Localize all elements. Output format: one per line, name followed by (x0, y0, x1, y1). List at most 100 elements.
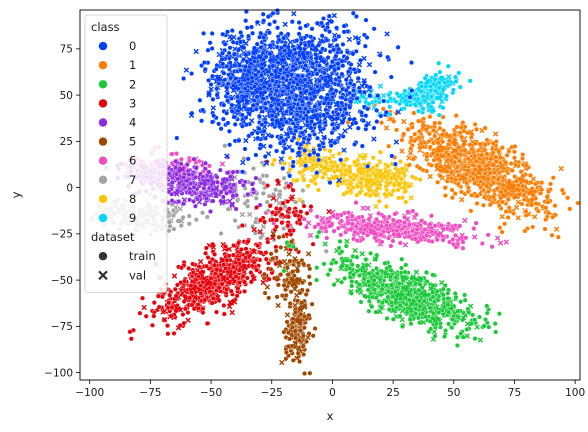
data-point-class-1 (523, 162, 529, 168)
data-point-class-6 (473, 220, 479, 226)
data-point-class-6 (352, 229, 358, 235)
data-point-val-class-7 (232, 174, 238, 180)
data-point-class-7 (171, 226, 177, 232)
data-point-class-6 (460, 239, 466, 245)
data-point-class-6 (405, 209, 411, 215)
data-point-class-7 (271, 191, 277, 197)
data-point-class-3 (224, 257, 230, 263)
data-point-class-9 (436, 60, 442, 66)
data-point-class-3 (127, 329, 133, 335)
data-point-class-2 (434, 288, 440, 294)
data-point-class-2 (350, 272, 356, 278)
data-point-class-3 (182, 278, 188, 284)
data-point-class-1 (408, 146, 414, 152)
data-point-class-8 (341, 179, 347, 185)
data-point-class-2 (363, 257, 369, 263)
data-point-class-2 (355, 263, 361, 269)
data-point-class-8 (363, 191, 369, 197)
data-point-class-7 (281, 175, 287, 181)
data-point-class-3 (301, 203, 307, 209)
data-point-class-1 (459, 134, 465, 140)
data-point-class-2 (417, 281, 423, 287)
data-point-class-1 (515, 182, 521, 188)
data-point-class-1 (446, 138, 452, 144)
data-point-class-4 (174, 171, 180, 177)
data-point-val-class-5 (264, 284, 270, 290)
data-point-class-8 (417, 177, 423, 183)
data-point-class-1 (555, 234, 561, 240)
data-point-class-5 (288, 289, 294, 295)
data-point-class-1 (438, 164, 444, 170)
data-point-class-1 (453, 113, 459, 119)
data-point-class-9 (420, 106, 426, 112)
data-point-class-6 (331, 228, 337, 234)
data-point-class-8 (353, 173, 359, 179)
data-point-val-class-5 (286, 251, 292, 257)
data-point-class-1 (508, 160, 514, 166)
data-point-class-6 (379, 223, 385, 229)
data-point-class-4 (230, 193, 236, 199)
data-point-val-class-2 (352, 247, 358, 254)
data-point-class-1 (468, 208, 474, 214)
data-point-class-3 (200, 310, 206, 316)
data-point-class-3 (143, 313, 149, 319)
data-point-class-6 (406, 234, 412, 240)
data-point-class-3 (286, 183, 292, 189)
data-point-class-5 (307, 370, 313, 376)
data-point-class-6 (460, 245, 466, 251)
data-point-class-1 (431, 140, 437, 146)
data-point-class-6 (378, 232, 384, 238)
data-point-class-7 (323, 248, 329, 254)
data-point-class-2 (379, 300, 385, 306)
data-point-class-9 (387, 104, 393, 110)
data-point-class-2 (321, 261, 327, 267)
data-point-class-9 (423, 84, 429, 90)
data-point-class-3 (218, 272, 224, 278)
data-point-class-4 (192, 203, 198, 209)
data-point-class-2 (413, 289, 419, 295)
data-point-class-2 (407, 317, 413, 323)
data-point-class-2 (458, 331, 464, 337)
data-point-class-5 (281, 329, 287, 335)
data-point-class-6 (348, 226, 354, 232)
data-point-class-3 (211, 262, 217, 268)
data-point-class-7 (178, 223, 184, 229)
data-point-class-2 (440, 292, 446, 298)
data-point-class-6 (452, 232, 458, 238)
data-point-class-1 (405, 126, 411, 132)
data-point-class-2 (445, 295, 451, 301)
data-point-class-1 (449, 187, 455, 193)
data-point-val-class-7 (276, 200, 282, 206)
data-point-class-4 (214, 179, 220, 185)
data-point-class-1 (511, 149, 517, 155)
data-point-class-2 (496, 311, 502, 317)
data-point-class-7 (171, 212, 177, 218)
data-point-class-2 (430, 272, 436, 278)
data-point-val-class-6 (462, 217, 468, 224)
data-point-class-1 (455, 181, 461, 187)
data-point-class-2 (366, 298, 372, 304)
data-point-class-8 (375, 178, 381, 184)
data-point-class-5 (289, 324, 295, 330)
data-point-class-2 (347, 265, 353, 271)
data-point-class-1 (520, 183, 526, 189)
data-point-class-3 (202, 297, 208, 303)
data-point-class-8 (370, 155, 376, 161)
data-point-val-class-1 (492, 131, 499, 137)
data-point-class-6 (345, 220, 351, 226)
data-point-class-1 (462, 147, 468, 153)
data-point-val-class-0 (366, 61, 373, 68)
data-point-class-6 (358, 226, 364, 232)
data-point-class-1 (490, 150, 496, 156)
data-point-class-1 (453, 177, 459, 183)
data-point-class-6 (422, 227, 428, 233)
data-point-val-class-7 (247, 211, 253, 218)
data-point-class-6 (413, 212, 419, 218)
data-point-class-3 (231, 269, 237, 275)
data-point-class-1 (484, 183, 490, 189)
data-point-val-class-3 (197, 259, 204, 265)
data-point-class-3 (228, 288, 234, 294)
data-point-class-2 (402, 269, 408, 275)
data-point-class-4 (240, 182, 246, 188)
data-point-val-class-1 (553, 226, 560, 232)
